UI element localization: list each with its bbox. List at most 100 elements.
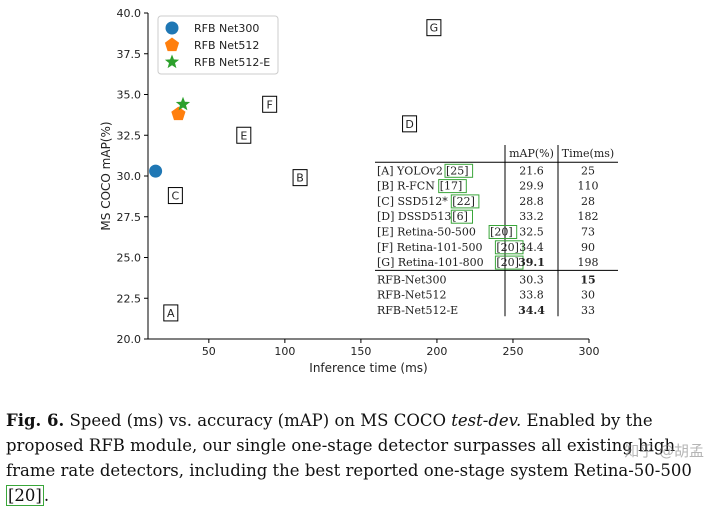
ticks: 50 100 150 200 250 300 20.0 22.5 25.0 27.5 30.0 32.… (117, 7, 600, 358)
table-time: 25 (581, 164, 595, 177)
legend-marker (165, 21, 179, 35)
boxed-point-label: C (172, 190, 180, 203)
data-point (171, 106, 186, 121)
table-method: [C] SSD512* (377, 195, 448, 208)
y-axis-label: MS COCO mAP(%) (99, 121, 113, 230)
table-time: 90 (581, 241, 595, 254)
table-citation: [25] (446, 164, 469, 177)
legend-label: RFB Net512 (194, 39, 259, 52)
x-tick-label: 200 (426, 345, 447, 358)
table-map: 21.6 (519, 164, 544, 177)
legend: RFB Net300 RFB Net512 RFB Net512-E (157, 15, 279, 75)
y-tick-label: 40.0 (117, 7, 142, 20)
table-map: 32.5 (519, 226, 544, 239)
caption-citation[interactable]: [20] (6, 485, 44, 506)
table-time: 110 (578, 180, 599, 193)
table-header: Time(ms) (562, 147, 614, 160)
boxed-point-E (236, 126, 252, 144)
y-tick-label: 37.5 (117, 48, 142, 61)
legend-label: RFB Net300 (194, 22, 259, 35)
table-map: 28.8 (519, 195, 544, 208)
table-time: 15 (580, 273, 595, 286)
x-tick-label: 150 (350, 345, 371, 358)
table-time: 28 (581, 195, 595, 208)
results-table: mAP(%) Time(ms) [A] YOLOv2 [25] 21.6 25 [B] R-… (375, 145, 618, 317)
data-point (175, 96, 191, 111)
table-time: 30 (581, 289, 595, 302)
boxed-point-label: A (167, 307, 175, 320)
table-citation-box (450, 209, 473, 224)
table-method: RFB-Net300 (377, 273, 446, 286)
table-citation-box (438, 179, 467, 194)
y-tick-label: 27.5 (117, 211, 142, 224)
table-citation-box (494, 255, 524, 270)
table-citation: [22] (452, 195, 475, 208)
boxed-point-label: D (405, 118, 413, 131)
table-citation-box (450, 194, 480, 209)
table-map: 33.2 (519, 210, 544, 223)
boxed-point-G (426, 19, 442, 37)
table-time: 73 (581, 226, 595, 239)
figure-caption: Fig. 6. Speed (ms) vs. accuracy (mAP) on… (6, 408, 712, 508)
table-map: 34.4 (519, 241, 544, 254)
table-map: 34.4 (518, 304, 545, 317)
table-citation: [20] (496, 241, 519, 254)
legend-label: RFB Net512-E (194, 56, 270, 69)
y-tick-label: 35.0 (117, 89, 142, 102)
boxed-point-F (262, 95, 278, 113)
boxed-point-A (163, 304, 179, 322)
x-tick-label: 250 (502, 345, 523, 358)
y-tick-label: 20.0 (117, 333, 142, 346)
table-time: 182 (578, 210, 599, 223)
table-time: 198 (578, 256, 599, 269)
table-map: 29.9 (519, 180, 544, 193)
table-citation: [20] (490, 226, 513, 239)
table-method: RFB-Net512-E (377, 304, 458, 317)
boxed-point-C (167, 187, 183, 205)
caption-text-2: Enabled by the proposed RFB module, our … (6, 411, 692, 480)
table-citation: [20] (496, 256, 519, 269)
data-point (149, 164, 163, 178)
boxed-point-label: G (430, 22, 439, 35)
table-citation-box (494, 240, 524, 255)
legend-box (157, 15, 279, 75)
table-citation: [6] (452, 210, 468, 223)
caption-end: . (43, 486, 50, 505)
table-method: [D] DSSD513 (377, 210, 451, 223)
y-tick-label: 32.5 (117, 129, 142, 142)
table-method: [E] Retina-50-500 (377, 226, 476, 239)
table-method: [F] Retina-101-500 (377, 241, 483, 254)
boxed-point-D (402, 115, 418, 133)
table-header: mAP(%) (509, 147, 554, 160)
boxed-point-label: F (266, 98, 272, 111)
legend-marker (164, 37, 180, 52)
table-map: 39.1 (518, 256, 545, 269)
table-map: 33.8 (519, 289, 544, 302)
series-points (149, 96, 191, 178)
legend-marker (164, 54, 180, 69)
x-axis-label: Inference time (ms) (309, 361, 427, 375)
table-citation-box (488, 225, 518, 239)
table-map: 30.3 (519, 273, 544, 286)
boxed-labels: A B C D E F G (163, 19, 442, 322)
caption-text-1: Speed (ms) vs. accuracy (mAP) on MS COCO (69, 411, 447, 430)
boxed-point-label: B (296, 172, 304, 185)
y-tick-label: 30.0 (117, 170, 142, 183)
x-tick-label: 50 (202, 345, 216, 358)
table-citation: [17] (440, 180, 463, 193)
x-tick-label: 100 (274, 345, 295, 358)
boxed-point-B (292, 169, 308, 187)
table-method: RFB-Net512 (377, 289, 446, 302)
caption-label: Fig. 6. (6, 411, 65, 430)
table-method: [B] R-FCN (377, 180, 435, 193)
boxed-point-label: E (240, 129, 247, 142)
table-method: [G] Retina-101-800 (377, 256, 484, 269)
table-citation-box (444, 163, 474, 178)
table-method: [A] YOLOv2 (377, 164, 443, 177)
y-tick-label: 22.5 (117, 292, 142, 305)
caption-italic: test-dev. (451, 411, 522, 430)
watermark: 知乎 @胡孟 (624, 442, 704, 460)
table-time: 33 (581, 304, 595, 317)
y-tick-label: 25.0 (117, 252, 142, 265)
x-tick-label: 300 (579, 345, 600, 358)
